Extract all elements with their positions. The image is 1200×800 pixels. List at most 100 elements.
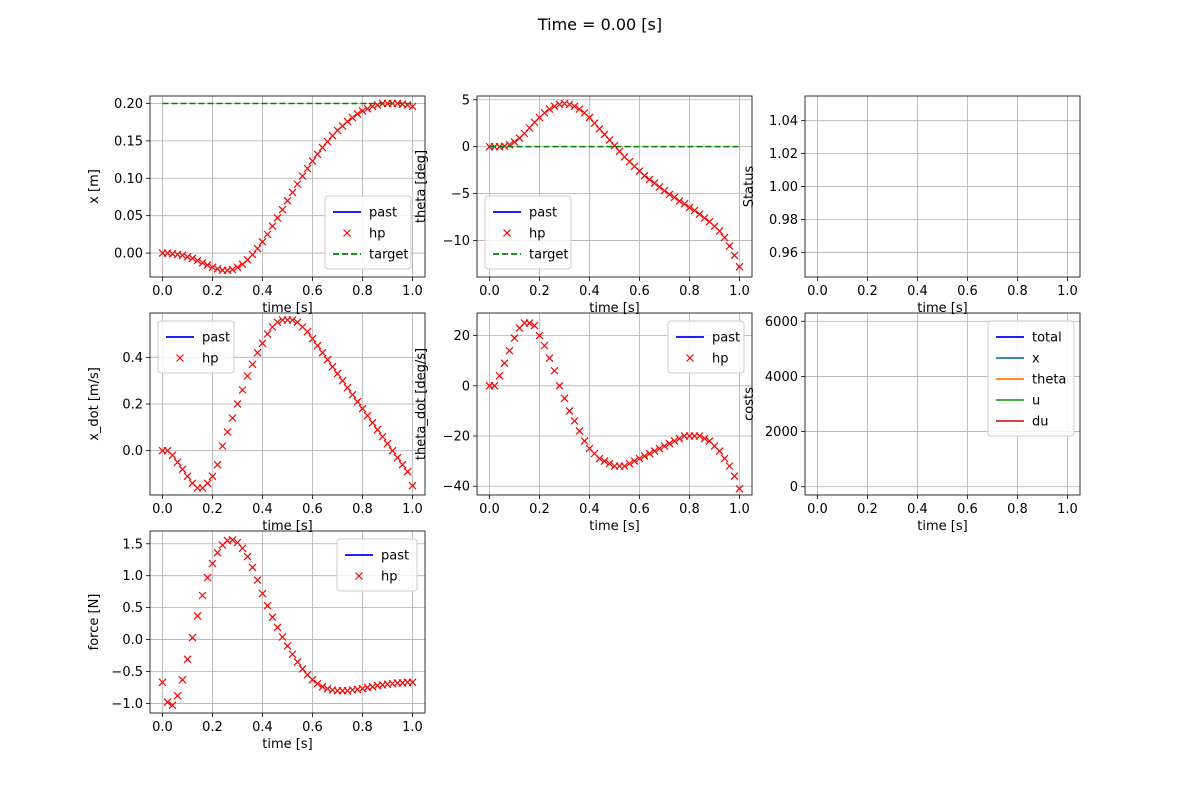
axes-frame (476, 312, 753, 496)
axes-theta_dot: 0.0 0.2 0.4 0.6 0.8 1.0 20 0 −20 −40 time [s] theta… (414, 312, 753, 534)
y-axis-label: costs (742, 387, 757, 421)
data-point-hp (510, 334, 519, 343)
legend: past hp target (324, 195, 412, 270)
data-point-hp (600, 457, 609, 466)
data-point-hp (730, 251, 739, 260)
data-point-hp (338, 376, 347, 385)
x-tick-label: 1.0 (402, 502, 423, 517)
data-point-hp (298, 172, 307, 180)
data-point-hp (353, 110, 362, 118)
y-tick-label: 1.00 (769, 180, 798, 195)
series-hp (158, 536, 417, 710)
x-axis-label: time [s] (589, 519, 639, 534)
x-tick-label: 0.4 (252, 720, 273, 735)
data-point-hp (213, 460, 222, 469)
data-point-hp (313, 150, 322, 159)
x-tick-label: 0.2 (857, 502, 878, 517)
legend-label: hp (381, 570, 398, 585)
x-axis-label: time [s] (262, 301, 312, 316)
data-point-hp (253, 244, 262, 253)
data-point-hp (725, 462, 734, 471)
data-point-hp (243, 552, 252, 561)
x-tick-label: 0.4 (579, 284, 600, 299)
data-point-hp (695, 210, 704, 219)
x-tick-label: 0.8 (679, 502, 700, 517)
data-point-hp (233, 400, 242, 408)
y-axis-label: x_dot [m/s] (87, 367, 102, 441)
legend-label: du (1032, 415, 1049, 430)
data-point-hp (258, 589, 267, 598)
data-point-hp (228, 414, 237, 422)
series-hp (158, 316, 417, 492)
legend-label: hp (369, 227, 386, 242)
y-tick-label: 0.0 (122, 444, 143, 459)
data-point-hp (550, 366, 559, 375)
y-axis-label: force [N] (87, 594, 102, 651)
data-point-hp (685, 203, 694, 212)
legend-label: target (529, 248, 569, 263)
data-point-hp (715, 227, 724, 235)
data-point-hp (675, 434, 684, 443)
legend-swatch-hp (176, 354, 184, 362)
data-point-hp (735, 262, 744, 271)
data-point-hp (408, 678, 417, 687)
x-tick-label: 0.8 (679, 284, 700, 299)
axes-theta: 0.0 0.2 0.4 0.6 0.8 1.0 5 0 −5 −10 time [s] theta [… (414, 93, 753, 316)
x-tick-label: 0.0 (479, 502, 500, 517)
axes-container: 0.0 0.2 0.4 0.6 0.8 1.00.000.050.100.150.20ti… (87, 93, 1081, 752)
x-tick-label: 0.0 (807, 502, 828, 517)
data-point-hp (640, 452, 649, 461)
y-tick-label: −40 (443, 480, 470, 495)
data-point-hp (218, 442, 227, 450)
data-point-hp (660, 186, 669, 195)
y-tick-label: 0 (462, 379, 470, 394)
y-tick-label: 0.96 (769, 246, 798, 261)
series-hp (485, 319, 744, 493)
legend-label: u (1032, 394, 1040, 409)
y-tick-label: 0.15 (114, 134, 143, 149)
y-tick-label: 0.98 (769, 213, 798, 228)
data-point-hp (383, 439, 392, 448)
data-point-hp (208, 472, 217, 481)
y-tick-label: −0.5 (111, 665, 143, 680)
data-point-hp (580, 437, 589, 445)
y-tick-label: 5 (462, 93, 470, 108)
legend: past hp (157, 320, 235, 374)
data-point-hp (348, 113, 357, 122)
data-point-hp (393, 453, 402, 462)
data-point-hp (193, 256, 202, 265)
data-point-hp (700, 434, 709, 443)
legend-label: target (369, 248, 409, 263)
legend-label: past (529, 206, 557, 221)
y-tick-label: 6000 (765, 315, 798, 330)
data-point-hp (263, 330, 272, 338)
data-point-hp (313, 679, 322, 688)
data-point-hp (675, 197, 684, 205)
data-point-hp (695, 432, 704, 440)
y-axis-label: Status (742, 166, 757, 208)
data-point-hp (640, 171, 649, 180)
data-point-hp (575, 427, 584, 435)
data-point-hp (505, 346, 514, 355)
data-point-hp (323, 137, 332, 146)
x-tick-label: 0.0 (152, 502, 173, 517)
legend-box (987, 320, 1075, 437)
x-tick-label: 0.6 (957, 284, 978, 299)
y-axis-label: theta [deg] (414, 150, 429, 223)
data-point-hp (198, 591, 207, 600)
data-point-hp (730, 472, 739, 481)
data-point-hp (323, 355, 332, 364)
data-point-hp (228, 536, 237, 544)
data-point-hp (313, 341, 322, 350)
data-point-hp (398, 460, 407, 469)
data-point-hp (363, 104, 372, 113)
x-axis-label: time [s] (262, 737, 312, 752)
legend-label: x (1032, 352, 1040, 367)
data-point-hp (318, 348, 327, 357)
data-point-hp (228, 265, 237, 274)
axes-frame (149, 95, 426, 278)
data-point-hp (238, 544, 247, 553)
data-point-hp (178, 465, 187, 474)
x-tick-label: 0.8 (1007, 284, 1028, 299)
x-tick-label: 0.2 (857, 284, 878, 299)
